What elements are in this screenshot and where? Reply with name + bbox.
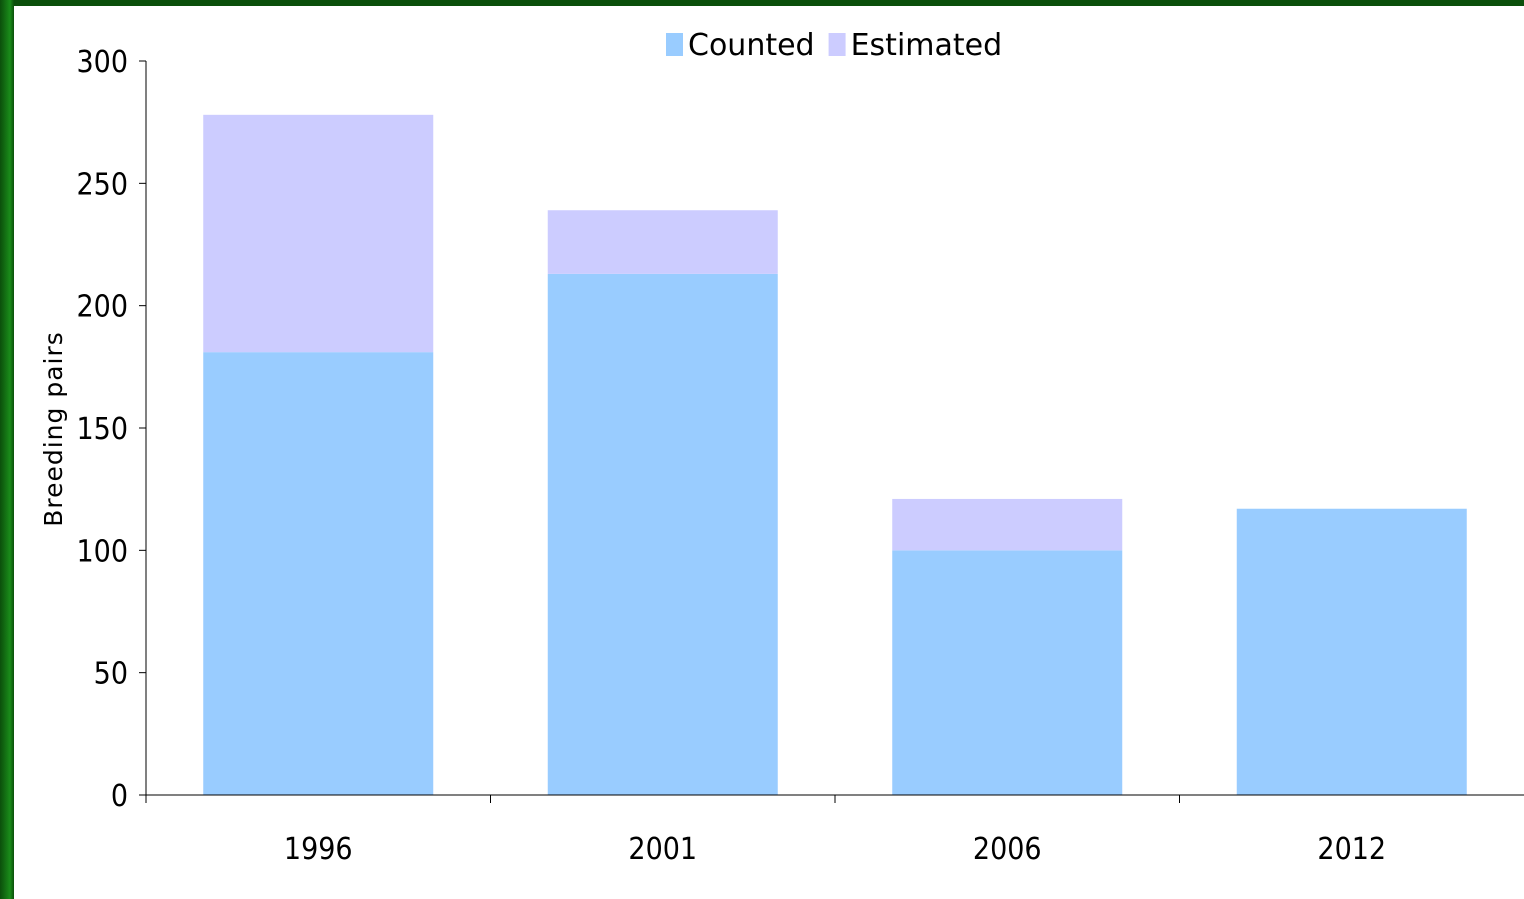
y-tick-label: 250 xyxy=(76,167,128,202)
x-tick-label-2001: 2001 xyxy=(628,832,697,867)
y-tick-label: 0 xyxy=(111,779,128,814)
legend-label-counted: Counted xyxy=(688,28,815,63)
bar-counted-1996 xyxy=(203,352,434,795)
y-tick-label: 50 xyxy=(94,657,128,692)
x-tick-label-2006: 2006 xyxy=(973,832,1042,867)
axes-layer: 0 50 100 150 200 250 300 1996 2001 2006 2012 xyxy=(76,45,1524,867)
bars-layer xyxy=(203,114,1467,795)
bar-estimated-1996 xyxy=(203,114,434,353)
y-axis-title: Breeding pairs xyxy=(39,331,68,527)
legend-swatch-counted xyxy=(666,33,683,56)
legend-label-estimated: Estimated xyxy=(851,28,1003,63)
y-tick-label: 300 xyxy=(76,45,128,80)
bar-chart: 0 50 100 150 200 250 300 1996 2001 2006 2012 Breed… xyxy=(39,28,1524,867)
y-tick-label: 200 xyxy=(76,290,128,325)
chart-canvas: 0 50 100 150 200 250 300 1996 2001 2006 2012 Breed… xyxy=(14,6,1524,899)
legend-swatch-estimated xyxy=(828,33,846,56)
x-tick-label-1996: 1996 xyxy=(284,832,353,867)
y-tick-label: 150 xyxy=(76,412,128,447)
bar-counted-2001 xyxy=(547,273,778,795)
bar-counted-2006 xyxy=(892,550,1123,795)
bar-counted-2012 xyxy=(1236,508,1467,795)
bar-estimated-2006 xyxy=(892,498,1123,551)
bar-estimated-2001 xyxy=(547,210,778,274)
x-tick-label-2012: 2012 xyxy=(1317,832,1386,867)
legend: Counted Estimated xyxy=(666,28,1002,63)
y-tick-label: 100 xyxy=(76,534,128,569)
